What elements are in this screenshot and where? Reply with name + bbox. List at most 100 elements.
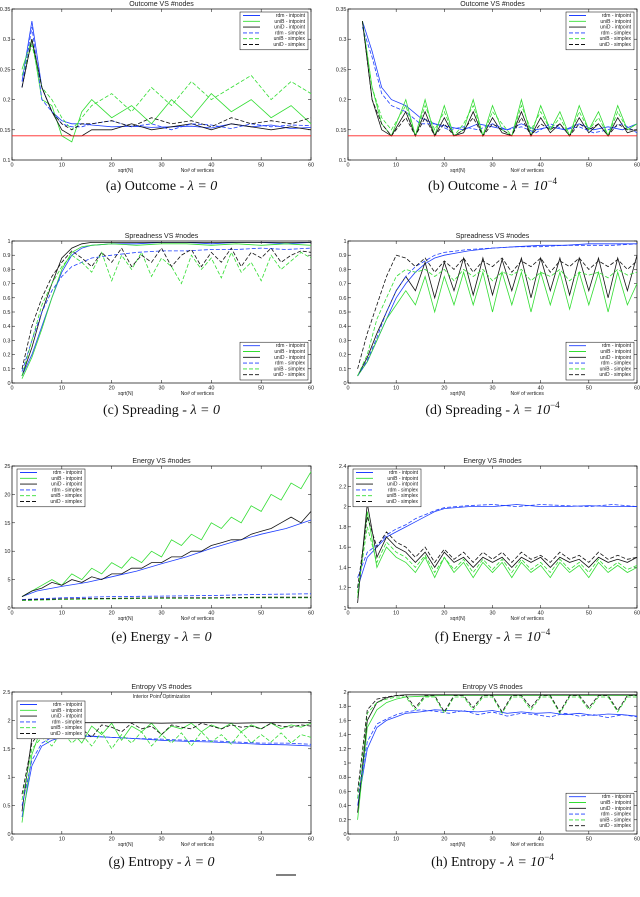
y-tick-label: 1 [7, 239, 10, 245]
x-tick-label: 40 [538, 837, 544, 843]
y-tick-label: 0.2 [339, 818, 347, 824]
x-tick-label: 20 [109, 163, 115, 169]
series-line-rdm-simplex [21, 247, 312, 372]
x-tick-label: 20 [441, 163, 447, 169]
x-tick-label: 60 [308, 837, 314, 843]
series-line-unid-intpoint [21, 241, 311, 377]
legend-entry: uniB - simplex [274, 36, 306, 42]
series-line-unid-simplex [21, 596, 311, 601]
caption-exponent: −4 [547, 176, 557, 186]
x-tick-label: 50 [586, 837, 592, 843]
x-axis-label: sqrt(N) [450, 842, 466, 848]
x-tick-label: 20 [441, 386, 447, 392]
x-tick-label: 40 [538, 163, 544, 169]
legend-box [239, 341, 309, 381]
plot-title: Entropy VS #nodes [131, 684, 192, 691]
subfigure-caption: (f) Energy - λ = 10−4 [435, 627, 551, 645]
legend-entry: uniD - intpoint [274, 355, 305, 361]
x-tick-label: 0 [10, 386, 13, 392]
series-line-rdm-intpoint [21, 735, 312, 818]
series-line-unib-simplex [21, 731, 312, 800]
y-tick-label: 0.1 [3, 158, 11, 164]
x-tick-label: 60 [308, 386, 314, 392]
caption-lambda: λ = 10 [503, 630, 541, 645]
y-tick-label: 2.2 [339, 484, 347, 490]
subplot-b: Outcome VS #nodes 0.1 0.15 0.2 0.25 0.3 0.35 0 1… [336, 1, 640, 194]
series-line-unib-intpoint [21, 471, 312, 597]
y-tick-label: 0.35 [0, 7, 11, 13]
subfigure-caption: (c) Spreading - λ = 0 [103, 403, 220, 418]
y-tick-label: 0.3 [339, 338, 347, 344]
y-tick-label: 0.2 [339, 353, 347, 359]
x-tick-label: 0 [346, 611, 349, 617]
series-line-unib-intpoint [357, 511, 638, 598]
series-line-unib-intpoint [21, 39, 312, 143]
legend-entry: uniB - simplex [600, 817, 632, 823]
legend-entry: uniB - simplex [387, 493, 419, 499]
y-tick-label: 2 [7, 718, 10, 724]
subplot-h: Entropy VS #nodes 0 0.2 0.4 0.6 0.8 1 1.2 1.4 1.6… [339, 684, 640, 870]
y-tick-label: 1.2 [339, 586, 347, 592]
legend-entry: uniB - intpoint [600, 19, 631, 25]
y-tick-label: 0.2 [3, 353, 11, 359]
plot-title: Entropy VS #nodes [462, 684, 523, 691]
x-tick-label: 60 [634, 837, 640, 843]
y-tick-label: 5 [7, 578, 10, 584]
legend-entry: uniD - simplex [599, 823, 631, 829]
subplot-a: Outcome VS #nodes 0.1 0.15 0.2 0.25 0.3 0.35 0 1… [0, 1, 314, 194]
x-tick-label: 60 [634, 163, 640, 169]
x-tick-label: 40 [208, 386, 214, 392]
x-tick-label: 10 [393, 837, 399, 843]
y-tick-label: 0.4 [339, 804, 347, 810]
x-axis-label: sqrt(N) [118, 842, 134, 848]
y-tick-label: 0.5 [339, 310, 347, 316]
x-tick-label: 30 [489, 163, 495, 169]
y-tick-label: 0.1 [339, 158, 347, 164]
y-tick-label: 2 [343, 505, 346, 511]
legend-entry: rdm - intpoint [389, 470, 419, 476]
x-tick-label: 0 [346, 163, 349, 169]
legend-entry: uniD - intpoint [600, 806, 631, 812]
legend-entry: uniB - intpoint [600, 349, 631, 355]
series-line-rdm-simplex [357, 709, 638, 799]
legend-entry: rdm - simplex [52, 487, 83, 493]
y-tick-label: 2 [343, 690, 346, 696]
x-axis-label: sqrt(N) [450, 168, 466, 174]
x-axis-label-secondary: No# of vertices [181, 616, 215, 622]
legend-entry: rdm - simplex [275, 361, 306, 367]
legend-entry: uniD - intpoint [274, 25, 305, 31]
subplot-f: Energy VS #nodes 1 1.2 1.4 1.6 1.8 2 2.2 2.4 0 10 2… [339, 458, 640, 645]
legend-entry: uniD - simplex [599, 372, 631, 378]
legend-entry: rdm - simplex [52, 719, 83, 725]
legend-box [352, 468, 422, 508]
x-tick-label: 0 [10, 611, 13, 617]
legend-entry: uniB - intpoint [387, 476, 418, 482]
y-tick-label: 0.5 [3, 310, 11, 316]
legend-entry: uniB - simplex [600, 36, 632, 42]
subfigure-caption: (h) Entropy - λ = 10−4 [431, 852, 554, 870]
series-line-rdm-intpoint [362, 20, 638, 131]
x-tick-label: 10 [393, 611, 399, 617]
legend-entry: rdm - simplex [275, 30, 306, 36]
x-tick-label: 10 [59, 386, 65, 392]
y-tick-label: 0.6 [339, 789, 347, 795]
legend-entry: uniD - simplex [50, 499, 82, 505]
plot-title: Energy VS #nodes [132, 458, 191, 465]
x-tick-label: 30 [489, 611, 495, 617]
legend-entry: uniB - intpoint [51, 708, 82, 714]
caption-label: (h) Entropy - [431, 855, 508, 870]
x-tick-label: 10 [393, 386, 399, 392]
y-tick-label: 0.8 [3, 267, 11, 273]
x-axis-label-secondary: No# of vertices [511, 391, 545, 397]
y-tick-label: 0 [343, 832, 346, 838]
series-line-rdm-simplex [21, 734, 312, 806]
series-line-unid-simplex [362, 21, 637, 137]
x-tick-label: 20 [441, 611, 447, 617]
y-tick-label: 0.15 [336, 128, 347, 134]
y-tick-label: 0.1 [3, 367, 11, 373]
legend-entry: uniB - intpoint [51, 476, 82, 482]
series-line-unib-intpoint [357, 270, 638, 377]
